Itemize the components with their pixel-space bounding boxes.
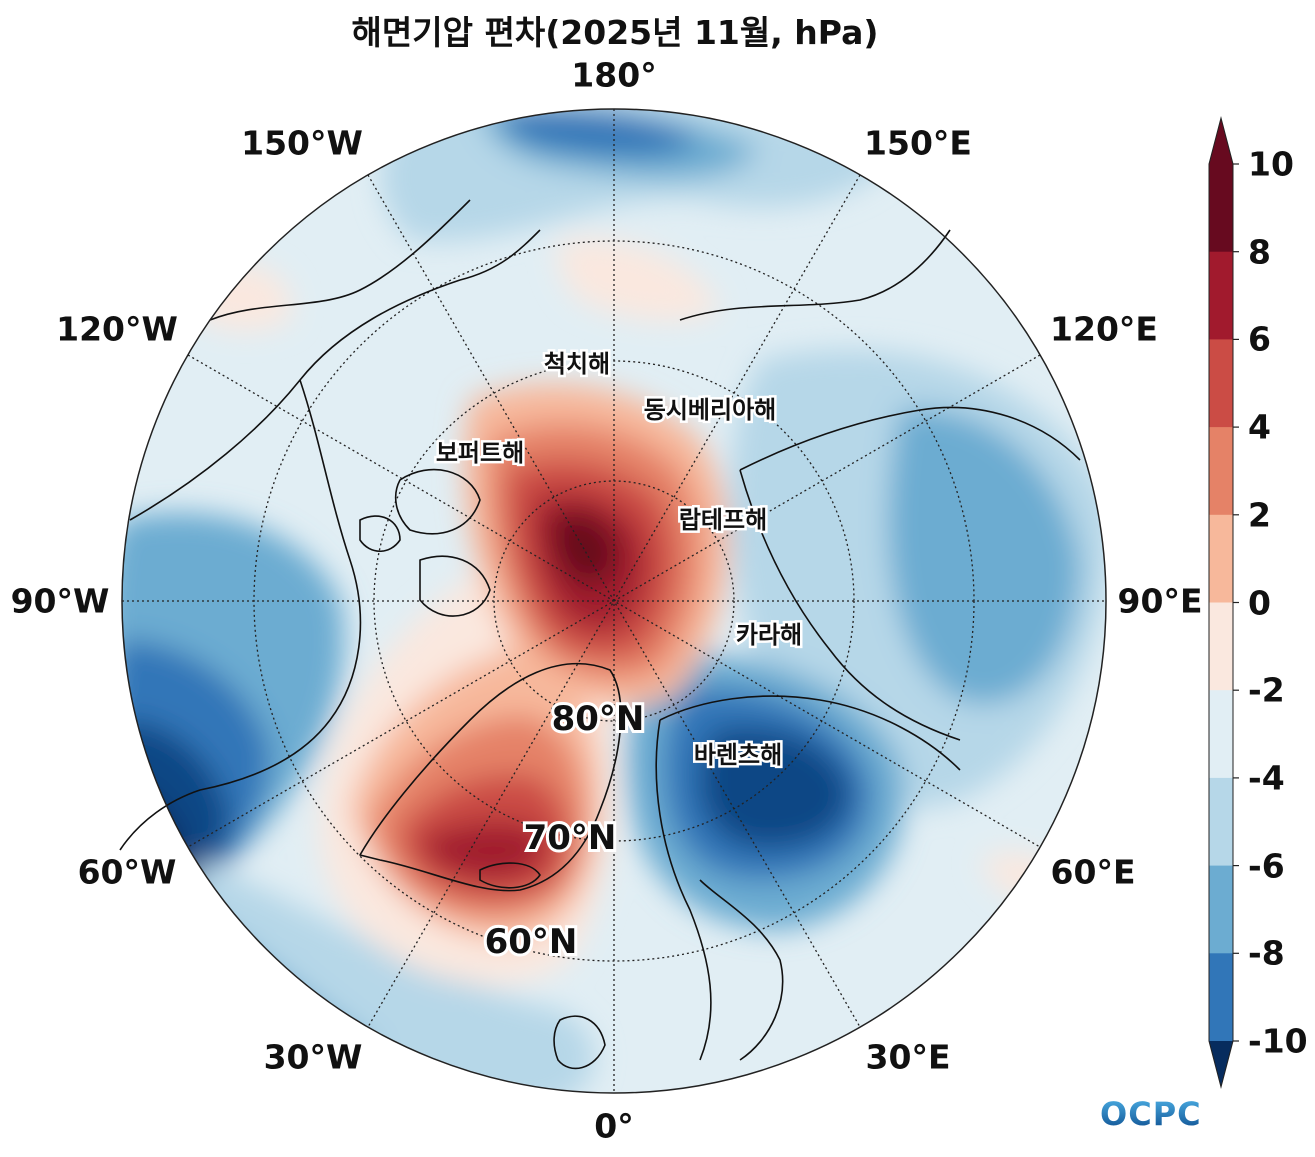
colorbar-segment [1209,427,1233,516]
coastline-iceland [479,862,541,889]
colorbar-tick-label: 0 [1248,583,1271,622]
lat-label-60: 60°N [485,922,578,962]
coastlines [119,199,1081,1070]
sea-label-chukchi: 척치해 [544,350,610,378]
ocpc-logo: OCPC [1100,1095,1202,1133]
colorbar-tick-label: 2 [1248,495,1271,535]
colorbar-tick-label: -4 [1248,758,1285,798]
colorbar-tick-label: -10 [1248,1021,1308,1061]
colorbar-segment [1209,251,1233,340]
lon-label-150e: 150°E [864,123,972,163]
colorbar-tick-label: -6 [1248,846,1285,886]
colorbar-segment [1209,164,1233,253]
lon-label-0: 0° [594,1106,634,1146]
lon-label-150w: 150°W [241,123,363,163]
colorbar-segment [1209,777,1233,867]
coastline-greenland [359,662,622,892]
sea-label-barents: 바렌츠해 [694,741,782,769]
lon-label-180: 180° [571,55,657,95]
colorbar-tick-label: 6 [1248,319,1271,359]
colorbar [1208,116,1239,1089]
map-boundary [121,108,1107,1094]
lon-label-120w: 120°W [56,309,178,349]
coastline-alaska [209,199,471,321]
sea-label-laptev: 랍테프해 [679,506,767,534]
lon-label-60e: 60°E [1050,852,1136,892]
colorbar-arrow-bottom [1209,1041,1233,1087]
colorbar-tick-label: -8 [1248,933,1285,973]
sea-label-beaufort: 보퍼트해 [436,439,524,467]
coastline-eurasia [655,406,1081,1061]
coastline-north-america [119,229,541,851]
sea-label-kara: 카라해 [736,621,802,649]
colorbar-segment [1209,953,1233,1042]
lon-label-30e: 30°E [865,1037,951,1077]
colorbar-tick-label: 8 [1248,232,1271,272]
colorbar-segment [1209,514,1233,603]
lon-label-60w: 60°W [77,852,177,892]
coastline-uk [553,1015,606,1070]
sea-label-east-siberian: 동시베리아해 [644,396,776,424]
lon-label-90w: 90°W [10,581,110,621]
colorbar-tick-label: -2 [1248,670,1285,710]
colorbar-segment [1209,865,1233,954]
colorbar-segment [1209,690,1233,779]
colorbar-segment [1209,339,1233,428]
lon-label-30w: 30°W [263,1037,363,1077]
coastline-east-siberia [679,229,951,321]
lat-label-80: 80°N [552,699,645,739]
lon-label-90e: 90°E [1117,581,1203,621]
colorbar-segment [1209,602,1233,691]
colorbar-tick-label: 10 [1248,144,1294,184]
colorbar-tick-label: 4 [1248,407,1271,447]
lon-label-120e: 120°E [1050,309,1158,349]
map-title: 해면기압 편차(2025년 11월, hPa) [351,13,879,52]
graticule [122,109,1106,1093]
coastline-canadian-archipelago [359,468,491,617]
colorbar-arrow-top [1209,118,1233,164]
coastline-scandinavia [699,879,784,1061]
lat-label-70: 70°N [524,818,617,858]
anomaly-atlantic-low [180,860,595,1093]
